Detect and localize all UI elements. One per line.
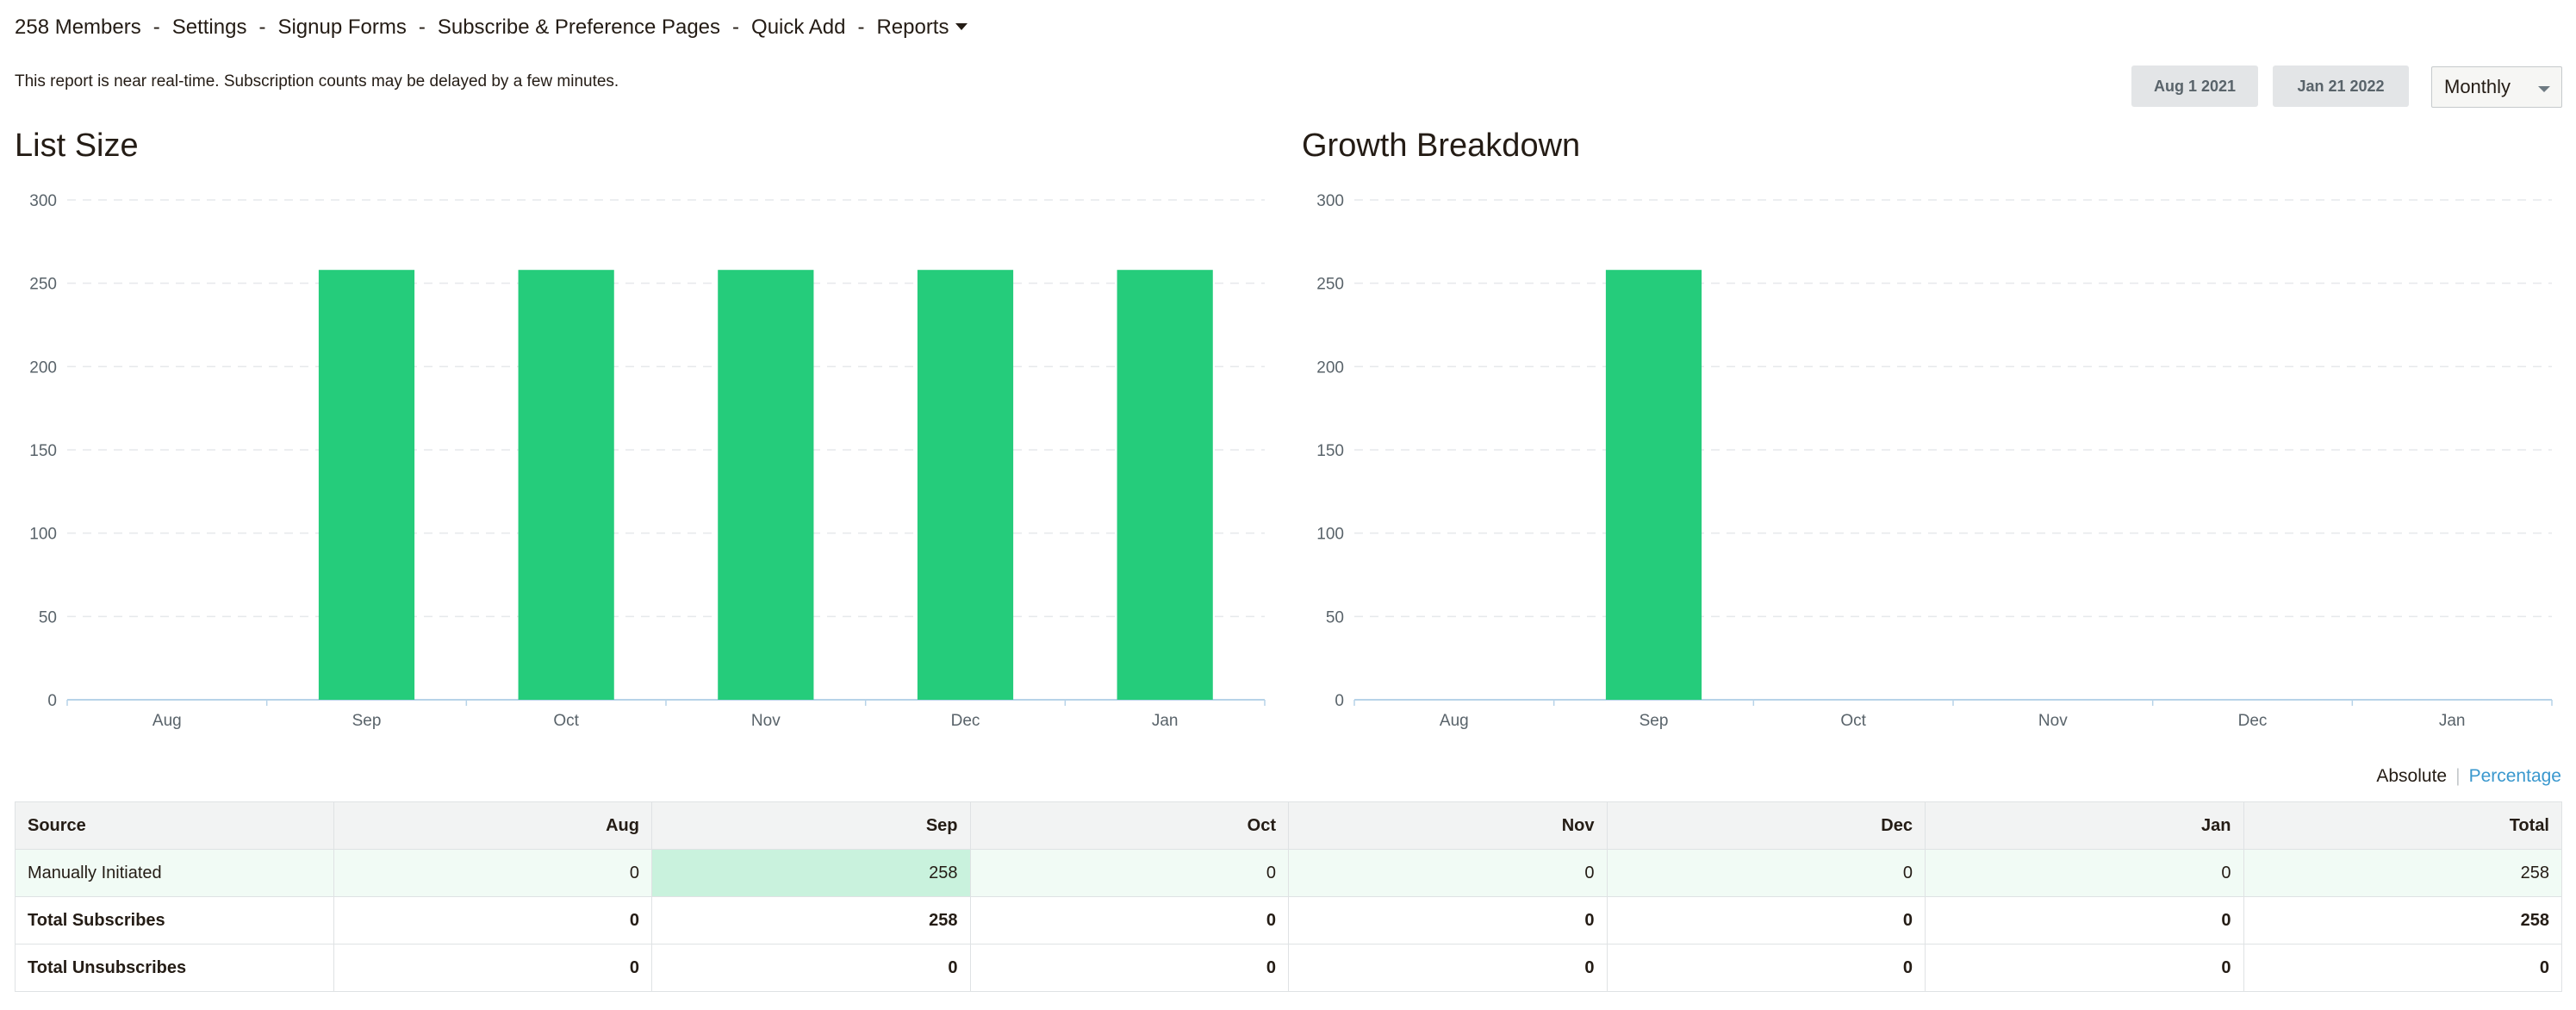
column-header-sep: Sep [651,801,971,850]
y-tick-label: 100 [29,526,57,544]
interval-select-value: Monthly [2444,76,2511,97]
table-cell: 0 [1288,896,1608,945]
bar-jan[interactable] [1117,270,1213,700]
bar-sep[interactable] [1605,270,1702,700]
list-size-title: List Size [15,128,139,164]
y-tick-label: 0 [47,692,57,710]
table-cell: 0 [333,849,652,897]
x-tick-label: Sep [1640,712,1669,730]
bar-dec[interactable] [917,270,1014,700]
table-cell: 0 [1606,896,1926,945]
column-header-source: Source [15,801,334,850]
table-cell-highlight: 258 [651,849,971,897]
chevron-down-icon [2538,86,2550,92]
nav-subscribe-pages-link[interactable]: Subscribe & Preference Pages [437,16,721,39]
table-cell: 0 [651,944,971,992]
table-cell: 0 [969,944,1289,992]
table-cell: 0 [1288,944,1608,992]
nav-reports-label: Reports [876,16,949,39]
list-size-chart: 0 50 100 150 200 250 300 Aug Sep Oct Nov Dec Jan [29,192,1266,730]
table-cell: 0 [333,896,652,945]
table-cell: 0 [2243,944,2562,992]
display-mode-toggle: Absolute | Percentage [2376,766,2561,787]
bar-nov[interactable] [718,270,814,700]
row-label: Total Subscribes [15,896,334,945]
row-label: Total Unsubscribes [15,944,334,992]
table-row-total-subscribes: Total Subscribes 0 258 0 0 0 0 258 [15,896,2562,945]
y-tick-label: 50 [39,608,57,627]
y-tick-label: 200 [1316,358,1344,377]
table-row-total-unsubscribes: Total Unsubscribes 0 0 0 0 0 0 0 [15,944,2562,992]
table-cell: 0 [1925,944,2244,992]
table-cell: 0 [969,896,1289,945]
table-cell: 258 [2243,896,2562,945]
nav-separator: - [152,16,160,39]
nav-members-link[interactable]: 258 Members [15,16,141,39]
nav-quick-add-link[interactable]: Quick Add [751,16,846,39]
column-header-total: Total [2243,801,2562,850]
nav-settings-link[interactable]: Settings [171,16,247,39]
top-nav: 258 Members - Settings - Signup Forms - … [15,12,968,43]
x-tick-label: Nov [2038,712,2068,730]
toggle-separator: | [2455,766,2461,786]
absolute-toggle[interactable]: Absolute [2376,766,2448,786]
column-header-nov: Nov [1288,801,1608,850]
nav-separator: - [418,16,426,39]
column-header-oct: Oct [969,801,1289,850]
bar-sep[interactable] [318,270,415,700]
x-tick-label: Dec [2238,712,2268,730]
caret-down-icon [955,22,968,30]
start-date-button[interactable]: Aug 1 2021 [2131,65,2258,107]
nav-separator: - [857,16,865,39]
x-tick-label: Oct [553,712,579,730]
growth-breakdown-title: Growth Breakdown [1302,128,1581,164]
end-date-button[interactable]: Jan 21 2022 [2273,65,2409,107]
bar-oct[interactable] [518,270,614,700]
percentage-toggle[interactable]: Percentage [2468,766,2561,786]
x-tick-label: Aug [152,712,182,730]
nav-reports-dropdown[interactable]: Reports [876,16,968,40]
nav-separator: - [258,16,266,39]
table-cell: 258 [2243,849,2562,897]
nav-separator: - [732,16,740,39]
x-tick-label: Nov [751,712,781,730]
source-breakdown-table: Source Aug Sep Oct Nov Dec Jan Total Man… [15,801,2562,992]
table-cell: 0 [1606,849,1926,897]
column-header-aug: Aug [333,801,652,850]
x-tick-label: Oct [1840,712,1866,730]
column-header-jan: Jan [1925,801,2244,850]
y-tick-label: 100 [1316,526,1344,544]
x-tick-label: Jan [1152,712,1179,730]
interval-select[interactable]: Monthly [2431,66,2562,108]
table-cell: 258 [651,896,971,945]
x-tick-label: Dec [951,712,980,730]
table-header-row: Source Aug Sep Oct Nov Dec Jan Total [15,801,2562,850]
y-tick-label: 300 [1316,192,1344,210]
growth-breakdown-chart: 0 50 100 150 200 250 300 Aug Sep Oct Nov Dec Jan [1316,192,2553,730]
y-tick-label: 250 [29,276,57,294]
table-row-manually-initiated: Manually Initiated 0 258 0 0 0 0 258 [15,849,2562,897]
y-tick-label: 0 [1335,692,1344,710]
y-tick-label: 50 [1326,608,1344,627]
nav-signup-forms-link[interactable]: Signup Forms [277,16,407,39]
table-cell: 0 [1606,944,1926,992]
y-tick-label: 300 [29,192,57,210]
table-cell: 0 [333,944,652,992]
x-tick-label: Jan [2439,712,2466,730]
x-tick-label: Aug [1440,712,1469,730]
y-tick-label: 150 [29,442,57,460]
table-cell: 0 [1288,849,1608,897]
table-cell: 0 [1925,849,2244,897]
y-tick-label: 200 [29,358,57,377]
table-cell: 0 [969,849,1289,897]
y-tick-label: 150 [1316,442,1344,460]
table-cell: 0 [1925,896,2244,945]
y-tick-label: 250 [1316,276,1344,294]
row-label: Manually Initiated [15,849,334,897]
realtime-notice: This report is near real-time. Subscript… [15,72,619,90]
column-header-dec: Dec [1606,801,1926,850]
x-tick-label: Sep [352,712,382,730]
